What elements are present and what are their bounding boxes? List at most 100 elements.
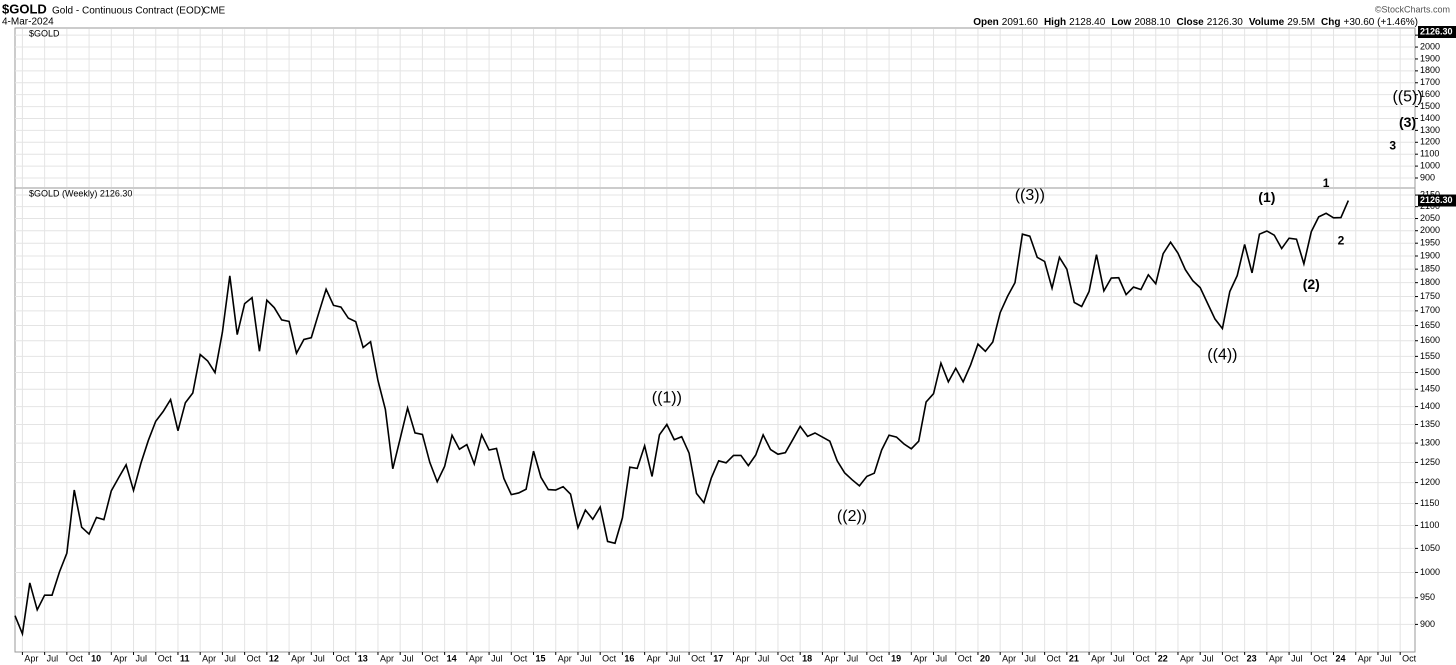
- x-tick-label: Apr: [1358, 653, 1372, 663]
- x-tick-label: Apr: [1002, 653, 1016, 663]
- x-tick-label: Oct: [869, 653, 884, 663]
- x-tick-label: Jul: [1380, 653, 1392, 663]
- x-tick-label: Oct: [158, 653, 173, 663]
- stats: Open 2091.60 High 2128.40 Low 2088.10 Close 212…: [973, 17, 1418, 28]
- last-value-box: [1418, 194, 1456, 207]
- y-tick-label: 900: [1420, 172, 1435, 182]
- y-tick-label: 1900: [1420, 250, 1440, 260]
- x-tick-label: Oct: [247, 653, 262, 663]
- stat-value: 2126.30: [1207, 17, 1244, 28]
- x-tick-label: Jul: [47, 653, 59, 663]
- y-tick-label: 2000: [1420, 225, 1440, 235]
- date: 4-Mar-2024: [2, 17, 54, 28]
- y-tick-label: 1750: [1420, 291, 1440, 301]
- x-tick-label: Oct: [958, 653, 973, 663]
- x-tick-label: Apr: [1269, 653, 1283, 663]
- x-tick-label: Jul: [224, 653, 236, 663]
- x-tick-label: Oct: [424, 653, 439, 663]
- wave-label: 1: [1323, 176, 1330, 190]
- y-tick-label: 1850: [1420, 264, 1440, 274]
- wave-label: (1): [1258, 189, 1275, 205]
- x-tick-label: 10: [91, 653, 101, 663]
- y-tick-label: 1600: [1420, 89, 1440, 99]
- y-tick-label: 1600: [1420, 335, 1440, 345]
- y-tick-label: 1700: [1420, 77, 1440, 87]
- wave-label: 2: [1338, 234, 1345, 248]
- y-tick-label: 1400: [1420, 113, 1440, 123]
- y-tick-label: 1050: [1420, 543, 1440, 553]
- y-tick-label: 1500: [1420, 367, 1440, 377]
- x-tick-label: Jul: [1024, 653, 1036, 663]
- x-tick-label: 11: [180, 653, 190, 663]
- x-tick-label: Apr: [647, 653, 661, 663]
- x-tick-label: Jul: [936, 653, 948, 663]
- x-tick-label: Oct: [336, 653, 351, 663]
- x-tick-label: Apr: [736, 653, 750, 663]
- stat-label: Chg: [1321, 17, 1340, 28]
- x-tick-label: Jul: [1202, 653, 1214, 663]
- y-tick-label: 1700: [1420, 305, 1440, 315]
- wave-label: 3: [1389, 138, 1396, 152]
- y-tick-label: 1900: [1420, 53, 1440, 63]
- x-tick-label: Jul: [402, 653, 414, 663]
- x-tick-label: Oct: [780, 653, 795, 663]
- x-tick-label: Jul: [136, 653, 148, 663]
- x-tick-label: 21: [1069, 653, 1079, 663]
- x-tick-label: 17: [713, 653, 723, 663]
- y-tick-label: 1400: [1420, 401, 1440, 411]
- x-tick-label: Jul: [669, 653, 681, 663]
- x-tick-label: Oct: [69, 653, 84, 663]
- stat-label: Open: [973, 17, 999, 28]
- last-value-label: 2126.30: [1420, 195, 1453, 205]
- x-tick-label: 20: [980, 653, 990, 663]
- x-tick-label: 19: [891, 653, 901, 663]
- panel-frame: [14, 27, 1416, 189]
- x-tick-label: 23: [1247, 653, 1257, 663]
- x-tick-label: Jul: [1113, 653, 1125, 663]
- y-tick-label: 1250: [1420, 457, 1440, 467]
- x-tick-label: Apr: [291, 653, 305, 663]
- y-tick-label: 1650: [1420, 320, 1440, 330]
- x-tick-label: 24: [1336, 653, 1346, 663]
- x-tick-label: Jul: [580, 653, 592, 663]
- x-tick-label: Jul: [313, 653, 325, 663]
- y-tick-label: 1300: [1420, 125, 1440, 135]
- y-tick-label: 1200: [1420, 477, 1440, 487]
- wave-label: ((1)): [652, 390, 682, 407]
- y-tick-label: 2000: [1420, 41, 1440, 51]
- x-tick-label: Apr: [469, 653, 483, 663]
- y-tick-label: 1300: [1420, 437, 1440, 447]
- x-tick-label: 22: [1158, 653, 1168, 663]
- x-tick-label: 13: [358, 653, 368, 663]
- stat-value: +30.60 (+1.46%): [1344, 17, 1419, 28]
- x-tick-label: Apr: [24, 653, 38, 663]
- stat-label: Low: [1111, 17, 1131, 28]
- stat-label: High: [1044, 17, 1066, 28]
- x-tick-label: Oct: [1136, 653, 1151, 663]
- y-tick-label: 1000: [1420, 567, 1440, 577]
- wave-label: ((3)): [1015, 187, 1045, 204]
- x-tick-label: Apr: [380, 653, 394, 663]
- stat-value: 2088.10: [1134, 17, 1171, 28]
- last-value-label: 2126.30: [1420, 26, 1453, 36]
- y-tick-label: 1100: [1420, 149, 1439, 159]
- y-tick-label: 1350: [1420, 419, 1440, 429]
- symbol: $GOLD: [2, 1, 47, 16]
- x-tick-label: Oct: [1047, 653, 1062, 663]
- x-tick-label: Apr: [1091, 653, 1105, 663]
- x-tick-label: Jul: [758, 653, 770, 663]
- y-tick-label: 900: [1420, 619, 1435, 629]
- y-tick-label: 2150: [1420, 189, 1440, 199]
- x-tick-label: Apr: [913, 653, 927, 663]
- x-tick-label: Jul: [491, 653, 503, 663]
- y-tick-label: 1200: [1420, 137, 1440, 147]
- wave-label: ((2)): [837, 508, 867, 525]
- x-tick-label: Apr: [202, 653, 216, 663]
- stat-value: 2091.60: [1002, 17, 1039, 28]
- wave-label: (2): [1303, 276, 1320, 292]
- x-tick-label: Oct: [1402, 653, 1417, 663]
- y-tick-label: 1150: [1420, 498, 1439, 508]
- panel-title: $GOLD: [29, 28, 60, 38]
- stat-label: Volume: [1249, 17, 1285, 28]
